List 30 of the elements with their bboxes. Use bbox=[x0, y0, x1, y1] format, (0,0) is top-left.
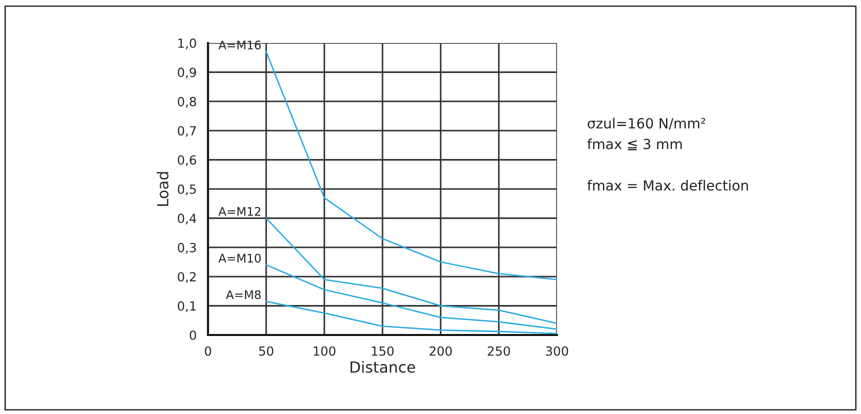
y-tick-label: 1,0 bbox=[178, 38, 196, 50]
x-tick-label: 200 bbox=[430, 346, 452, 356]
series-label: A=M8 bbox=[226, 290, 261, 300]
series-label: A=M10 bbox=[218, 254, 261, 263]
y-axis-title: Load bbox=[156, 172, 168, 206]
line-series bbox=[265, 51, 557, 280]
y-tick-label: 0,2 bbox=[178, 272, 196, 283]
x-tick-label: 300 bbox=[546, 346, 568, 356]
y-tick-label: 0,8 bbox=[178, 96, 196, 108]
x-tick-label: 50 bbox=[259, 346, 274, 356]
text: fmax = Max. deflection bbox=[587, 180, 748, 191]
x-tick-label: 150 bbox=[372, 346, 394, 356]
line-series bbox=[265, 264, 557, 330]
text: σzul=160 N/mm² bbox=[588, 118, 706, 130]
series-label: A=M12 bbox=[218, 206, 260, 216]
x-tick-label: 250 bbox=[488, 346, 510, 356]
line-series bbox=[265, 218, 557, 324]
y-tick-label: 0,4 bbox=[178, 214, 196, 224]
y-tick-label: 0,1 bbox=[178, 301, 196, 312]
text: fmax ≦ 3 mm bbox=[587, 138, 682, 150]
y-tick-label: 0,3 bbox=[178, 242, 196, 254]
y-tick-label: 0,5 bbox=[178, 184, 196, 196]
y-tick-label: 0,6 bbox=[178, 155, 196, 166]
y-tick-label: 0,9 bbox=[178, 68, 196, 78]
line-series bbox=[265, 300, 557, 334]
x-tick-label: 0 bbox=[204, 346, 212, 356]
x-axis-title: Distance bbox=[350, 360, 416, 373]
y-tick-label: 0,7 bbox=[178, 126, 196, 137]
y-tick-label: 0 bbox=[190, 330, 196, 340]
x-tick-label: 100 bbox=[314, 346, 336, 356]
